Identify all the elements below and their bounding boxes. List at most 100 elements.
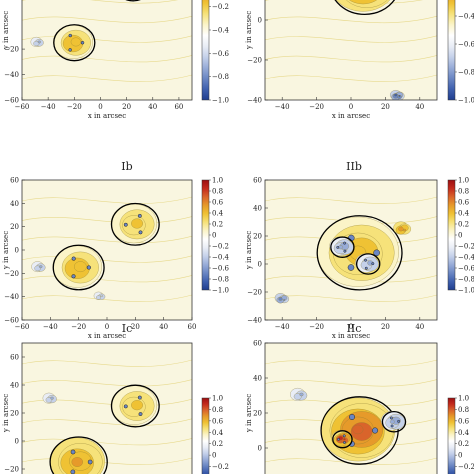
- y-tick-label: 0: [258, 261, 262, 269]
- point-source: [137, 395, 142, 400]
- background-contour: [22, 398, 192, 407]
- y-tick-label: −20: [4, 46, 19, 54]
- contour-ring: [37, 40, 41, 44]
- y-tick-label: 0: [15, 438, 19, 446]
- panel-5: 60 40 20 0 y in arcsec 1.0 0.8 0.6 0.4 0.2 0 −0.2: [245, 340, 474, 474]
- y-axis-label: y in arcsec: [2, 231, 10, 270]
- contour-ring: [131, 400, 143, 411]
- x-tick-label: 20: [381, 103, 390, 111]
- y-tick-label: 60: [253, 340, 262, 348]
- blob-1: [125, 0, 141, 2]
- colorbar-tick-label: 0: [212, 452, 216, 460]
- colorbar-tick-label: −0.6: [458, 41, 474, 49]
- y-tick-label: 20: [10, 410, 19, 418]
- colorbar-tick-label: 1.0: [458, 395, 469, 403]
- colorbar-tick-label: −1.0: [458, 287, 474, 295]
- blob-3: [290, 387, 308, 401]
- background-contour: [22, 216, 192, 224]
- colorbar-tick-label: 0.8: [212, 406, 223, 414]
- background-contour: [22, 438, 192, 446]
- y-tick-label: 20: [253, 233, 262, 241]
- colorbar-tick-label: 0: [212, 232, 216, 240]
- point-source: [389, 416, 393, 420]
- y-axis-label: y in arcsec: [245, 394, 253, 433]
- point-source: [397, 419, 401, 423]
- plot-content: [265, 196, 437, 304]
- colorbar-tick-label: −0.2: [212, 3, 229, 11]
- y-tick-label: 0: [258, 445, 262, 453]
- y-tick-label: −20: [4, 466, 19, 474]
- y-axis-label: y in arcsec: [2, 394, 10, 433]
- blob-2: [355, 253, 381, 275]
- blob-0: [320, 396, 399, 465]
- y-axis-label: y in arcsec: [245, 231, 253, 270]
- colorbar-tick-label: 0: [458, 452, 462, 460]
- x-tick-label: −40: [41, 103, 56, 111]
- point-source: [343, 241, 347, 245]
- x-tick-label: 40: [159, 323, 168, 331]
- plot-background: [265, 0, 437, 100]
- colorbar-tick-label: 0.8: [212, 188, 223, 196]
- mask-boundary: [110, 384, 160, 428]
- x-tick-label: 0: [98, 103, 102, 111]
- background-contour: [22, 15, 192, 24]
- mask-boundary: [110, 202, 160, 246]
- colorbar-tick-label: 0.4: [458, 429, 470, 437]
- contour-ring: [278, 297, 283, 301]
- background-contour: [265, 379, 437, 387]
- colorbar-tick-label: 0.6: [458, 417, 470, 425]
- panel-0: −60 −40 −20 0 20 40 60 −60 −40 −20 x in arcsec y in…: [2, 0, 230, 120]
- y-tick-label: −20: [4, 270, 19, 278]
- blob-3: [93, 291, 106, 300]
- panel-4: 60 40 20 0 −20 y in arcsec 1.0 0.8 0.6 0.4 0.2 0 −0.…: [2, 342, 229, 474]
- plot-background: [22, 0, 192, 100]
- x-tick-label: 20: [122, 103, 131, 111]
- point-source: [342, 434, 346, 438]
- contour-ring: [38, 265, 43, 269]
- plot-background: [22, 343, 192, 474]
- blob-2: [380, 410, 407, 433]
- colorbar-tick-label: −1.0: [212, 287, 229, 295]
- blob-1: [110, 384, 160, 428]
- plot-content: [22, 196, 192, 302]
- y-tick-label: 40: [253, 375, 262, 383]
- x-tick-label: 0: [349, 103, 353, 111]
- x-tick-label: 40: [415, 103, 424, 111]
- colorbar-tick-label: 0.8: [458, 188, 469, 196]
- point-source: [138, 412, 143, 416]
- y-tick-label: −40: [4, 293, 19, 301]
- panel-3: −40 −20 0 20 40 60 40 20 0 −20 −40 x in arcsec y in …: [245, 177, 474, 341]
- mask-boundary: [334, 0, 396, 15]
- colorbar-tick-label: −0.8: [458, 276, 474, 284]
- background-contour: [265, 359, 437, 367]
- y-tick-label: −60: [4, 317, 19, 325]
- plot-content: [265, 0, 437, 100]
- plot-content: [22, 0, 192, 82]
- point-source: [336, 245, 340, 249]
- mask-boundary: [332, 430, 353, 449]
- colorbar-tick-label: −0.8: [212, 73, 229, 81]
- plot-content: [22, 359, 192, 474]
- x-tick-label: 20: [381, 323, 390, 331]
- y-tick-label: −40: [247, 97, 262, 105]
- x-tick-label: −20: [71, 323, 86, 331]
- blob-1: [329, 236, 355, 258]
- colorbar-tick-label: 0.4: [458, 210, 470, 218]
- blob-4: [274, 293, 290, 304]
- y-tick-label: 40: [10, 382, 19, 390]
- background-contour: [22, 55, 192, 63]
- background-contour: [22, 418, 192, 426]
- point-source: [390, 424, 394, 428]
- mask-boundary: [381, 410, 407, 433]
- x-axis-label: x in arcsec: [88, 332, 126, 340]
- plot-background: [22, 180, 192, 320]
- point-source: [364, 258, 367, 262]
- colorbar-tick-label: −0.2: [458, 463, 474, 471]
- y-tick-label: −60: [4, 97, 19, 105]
- y-tick-label: 40: [253, 205, 262, 213]
- colorbar-tick-label: 0.2: [212, 221, 223, 229]
- mask-boundary: [53, 24, 96, 62]
- colorbar-tick-label: −0.4: [458, 13, 474, 21]
- y-tick-label: −20: [247, 57, 262, 65]
- colorbar-tick-label: 1.0: [212, 395, 223, 403]
